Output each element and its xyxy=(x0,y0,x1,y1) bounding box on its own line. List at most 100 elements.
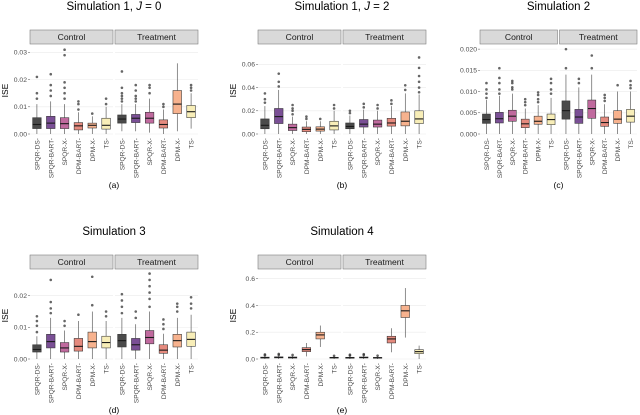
facet-strip xyxy=(342,254,427,270)
outlier-point xyxy=(104,314,108,318)
outlier-point xyxy=(63,91,66,95)
panel-caption: (c) xyxy=(554,180,564,190)
box-ts xyxy=(329,103,339,134)
x-tick-label: TS- xyxy=(189,363,196,374)
box-spqr-ds xyxy=(345,353,355,359)
outlier-point xyxy=(120,305,124,309)
outlier-point xyxy=(90,112,94,115)
outlier-point xyxy=(120,70,124,73)
outlier-point xyxy=(417,74,421,78)
outlier-point xyxy=(417,86,421,89)
outlier-point xyxy=(189,83,193,87)
y-tick-label: 0.00 xyxy=(14,356,27,363)
outlier-point xyxy=(510,79,514,83)
box-dpm-x xyxy=(87,112,97,134)
y-tick-label: 0.005 xyxy=(460,110,477,117)
x-tick-label: SPQR-X- xyxy=(62,363,69,390)
x-tick-label: TS- xyxy=(417,138,424,149)
x-tick-label: TS- xyxy=(104,138,111,149)
x-tick-label: SPQR-BART- xyxy=(361,363,368,403)
box-spqr-bart xyxy=(131,310,141,359)
outlier-point xyxy=(603,96,607,100)
box-body xyxy=(359,119,369,128)
outlier-point xyxy=(104,97,108,100)
facet-control: Control SPQR-DS- SPQR-BART- SPQR-X- DPM-BART… xyxy=(257,29,342,178)
outlier-point xyxy=(49,311,53,315)
box-body xyxy=(87,331,97,349)
x-tick-label: SPQR-BART- xyxy=(276,363,283,403)
x-tick-label: DPM-BART- xyxy=(523,138,530,174)
box-ts xyxy=(546,77,556,134)
outlier-point xyxy=(485,92,488,95)
outlier-point xyxy=(577,81,581,85)
outlier-point xyxy=(263,101,267,104)
y-tick-label: 0.03 xyxy=(14,50,27,57)
outlier-point xyxy=(417,80,421,84)
outlier-point xyxy=(120,299,124,302)
outlier-point xyxy=(590,54,594,57)
outlier-point xyxy=(148,272,151,275)
outlier-point xyxy=(35,75,39,79)
box-body xyxy=(400,111,410,127)
outlier-point xyxy=(35,97,39,100)
y-tick-label: 0.015 xyxy=(460,68,477,75)
box-dpm-bart xyxy=(301,115,311,134)
box-spqr-x xyxy=(145,83,155,133)
facet-area xyxy=(480,47,558,134)
outlier-point xyxy=(134,83,138,87)
x-tick-label: DPM-X- xyxy=(403,138,410,161)
y-tick-label: 0.01 xyxy=(14,104,27,111)
outlier-point xyxy=(35,91,39,95)
outlier-point xyxy=(175,305,179,309)
y-tick-label: 0.4 xyxy=(246,303,256,310)
y-tick-label: 0.00 xyxy=(242,131,255,138)
box-ts xyxy=(329,354,339,359)
outlier-point xyxy=(277,80,281,84)
outlier-point xyxy=(77,102,80,106)
facet-area xyxy=(559,47,637,134)
facet-control: Control SPQR-DS- SPQR-BART- SPQR-X- DPM-BART… xyxy=(29,254,114,403)
box-body xyxy=(345,122,355,130)
box-body xyxy=(60,342,70,353)
box-spqr-x xyxy=(587,54,597,134)
x-tick-label: SPQR-DS- xyxy=(347,363,354,395)
outlier-point xyxy=(134,100,138,103)
facet-strip xyxy=(479,29,558,45)
facet-strip xyxy=(559,29,638,45)
box-dpm-x xyxy=(315,325,325,347)
outlier-point xyxy=(148,305,151,309)
x-tick-label: DPM-BART- xyxy=(304,363,311,399)
facet-strip xyxy=(257,29,342,45)
facet-strip-label: Control xyxy=(58,32,86,42)
x-tick-label: DPM-X- xyxy=(90,138,97,161)
box-body xyxy=(400,305,410,318)
box-dpm-x xyxy=(315,117,325,134)
outlier-point xyxy=(134,89,138,92)
outlier-point xyxy=(263,92,267,95)
outlier-point xyxy=(134,310,138,313)
x-tick-label: DPM-BART- xyxy=(161,138,168,174)
x-tick-label: SPQR-DS- xyxy=(262,363,269,395)
outlier-point xyxy=(90,303,94,307)
outlier-point xyxy=(549,81,553,85)
outlier-point xyxy=(629,79,632,83)
box-dpm-bart xyxy=(386,99,396,134)
outlier-point xyxy=(362,352,366,356)
outlier-point xyxy=(35,330,39,334)
y-tick-label: 0.020 xyxy=(460,46,477,53)
x-tick-label: DPM-X- xyxy=(403,363,410,386)
facet-area xyxy=(30,47,113,134)
x-tick-label: SPQR-BART- xyxy=(497,138,504,178)
outlier-point xyxy=(162,327,165,331)
outlier-point xyxy=(348,109,352,113)
outlier-point xyxy=(148,284,151,288)
panel-2: Simulation 1, J = 2 Control SPQR-DS- SPQR-B… xyxy=(228,1,427,190)
outlier-point xyxy=(104,102,108,106)
facet-strip-label: Control xyxy=(286,32,314,42)
outlier-point xyxy=(189,86,193,90)
x-tick-label: SPQR-X- xyxy=(375,363,382,390)
facet-area xyxy=(343,272,426,359)
outlier-point xyxy=(77,313,80,317)
outlier-point xyxy=(390,99,393,102)
box-body xyxy=(172,90,182,114)
